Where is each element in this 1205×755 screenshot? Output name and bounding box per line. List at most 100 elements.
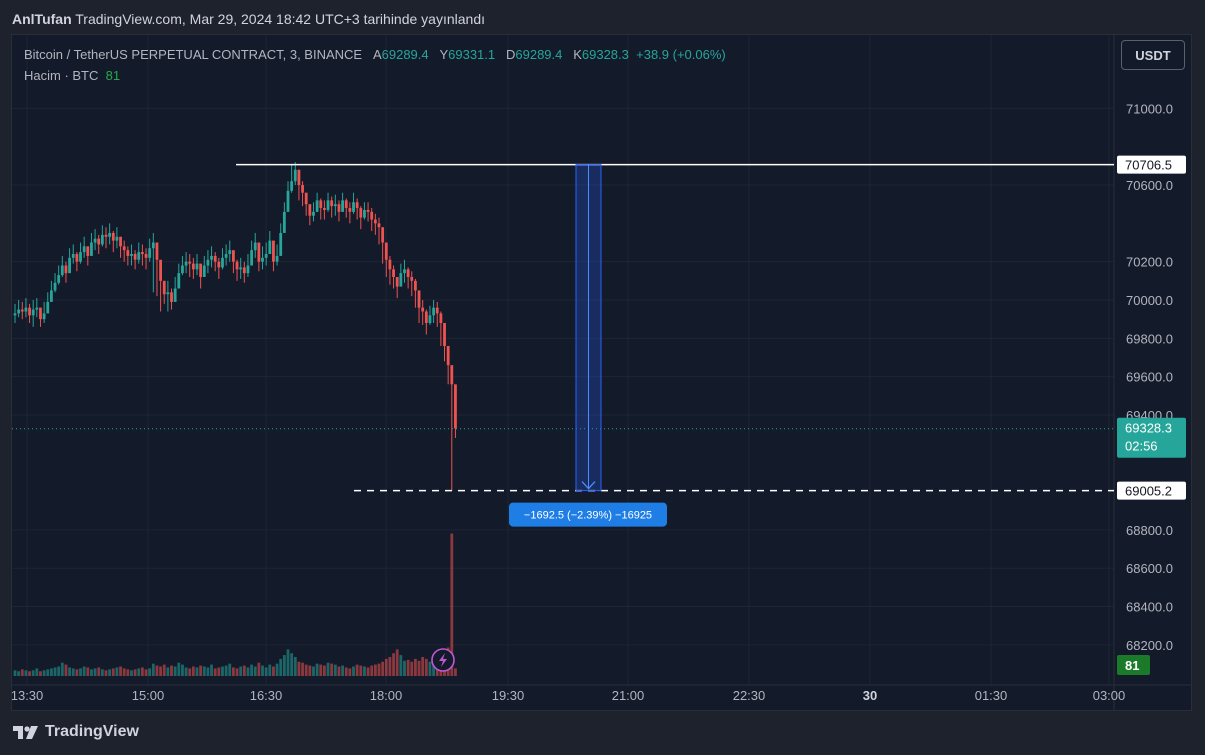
brand-footer[interactable]: TradingView: [13, 723, 139, 741]
candle-body[interactable]: [290, 181, 294, 191]
candle-body[interactable]: [155, 242, 159, 260]
candle-body[interactable]: [421, 307, 425, 312]
candle-body[interactable]: [126, 250, 130, 256]
candle-body[interactable]: [286, 190, 290, 212]
candle-body[interactable]: [42, 313, 46, 320]
candle-body[interactable]: [268, 240, 272, 255]
candle-body[interactable]: [86, 246, 90, 256]
candle-body[interactable]: [414, 280, 417, 291]
candle-body[interactable]: [144, 254, 148, 258]
candle-body[interactable]: [46, 301, 50, 314]
candle-body[interactable]: [377, 223, 381, 228]
candle-body[interactable]: [82, 246, 86, 253]
candle-body[interactable]: [166, 292, 170, 295]
candle-body[interactable]: [428, 315, 432, 323]
candle-body[interactable]: [53, 282, 57, 291]
candle-body[interactable]: [217, 261, 221, 268]
candle-body[interactable]: [202, 265, 206, 278]
candle-body[interactable]: [28, 307, 31, 316]
candle-body[interactable]: [195, 263, 199, 270]
chart-area[interactable]: −1692.5 (−2.39%) −16925 71000.0 70600.0 70…: [11, 34, 1192, 711]
candle-body[interactable]: [392, 269, 395, 278]
candle-body[interactable]: [257, 242, 261, 262]
candle-body[interactable]: [71, 254, 75, 258]
candle-body[interactable]: [213, 255, 217, 262]
candle-body[interactable]: [435, 307, 439, 314]
candle-body[interactable]: [57, 275, 61, 283]
candle-body[interactable]: [100, 234, 104, 245]
candle-body[interactable]: [406, 269, 410, 278]
candle-body[interactable]: [410, 277, 414, 281]
candle-body[interactable]: [60, 265, 64, 276]
candle-body[interactable]: [170, 292, 173, 302]
candle-body[interactable]: [443, 322, 446, 346]
price-chart[interactable]: −1692.5 (−2.39%) −16925 71000.0 70600.0 70…: [12, 35, 1191, 710]
candle-body[interactable]: [388, 259, 392, 270]
candle-body[interactable]: [228, 250, 232, 255]
candle-body[interactable]: [199, 263, 203, 278]
candle-body[interactable]: [39, 307, 42, 320]
candle-body[interactable]: [323, 208, 326, 210]
candle-body[interactable]: [352, 202, 355, 212]
candle-body[interactable]: [308, 204, 312, 216]
candle-body[interactable]: [184, 261, 188, 266]
candle-body[interactable]: [111, 232, 115, 241]
candle-body[interactable]: [191, 263, 195, 270]
candle-body[interactable]: [35, 307, 39, 310]
candle-body[interactable]: [319, 200, 323, 209]
candle-body[interactable]: [297, 169, 301, 186]
candle-body[interactable]: [206, 259, 210, 266]
candle-body[interactable]: [301, 185, 304, 193]
candle-body[interactable]: [122, 246, 126, 251]
candle-body[interactable]: [439, 313, 443, 323]
candle-body[interactable]: [293, 169, 297, 182]
candle-body[interactable]: [50, 290, 53, 302]
candle-body[interactable]: [275, 255, 279, 262]
candle-body[interactable]: [454, 384, 457, 429]
candle-body[interactable]: [188, 261, 192, 264]
candle-body[interactable]: [272, 240, 275, 262]
candle-body[interactable]: [104, 234, 108, 237]
candle-body[interactable]: [373, 219, 377, 224]
candle-body[interactable]: [279, 232, 283, 256]
candle-body[interactable]: [115, 236, 119, 241]
candle-body[interactable]: [235, 261, 239, 270]
candle-body[interactable]: [432, 307, 435, 316]
candle-body[interactable]: [148, 248, 152, 258]
candle-body[interactable]: [330, 200, 334, 207]
candle-body[interactable]: [97, 238, 101, 245]
candle-body[interactable]: [312, 211, 315, 216]
candle-body[interactable]: [282, 211, 286, 233]
candle-body[interactable]: [348, 208, 352, 212]
candle-body[interactable]: [253, 242, 257, 251]
candle-body[interactable]: [446, 345, 450, 366]
candle-body[interactable]: [315, 200, 319, 212]
candle-body[interactable]: [137, 252, 141, 260]
candle-body[interactable]: [363, 209, 366, 218]
candle-body[interactable]: [450, 365, 454, 385]
candle-body[interactable]: [250, 250, 253, 266]
candle-body[interactable]: [221, 257, 224, 268]
candle-body[interactable]: [173, 288, 177, 302]
candle-body[interactable]: [162, 280, 166, 295]
candle-body[interactable]: [177, 273, 181, 289]
candle-body[interactable]: [264, 254, 268, 258]
candle-body[interactable]: [119, 236, 122, 247]
candle-body[interactable]: [31, 309, 35, 316]
candle-body[interactable]: [133, 254, 137, 260]
candle-body[interactable]: [181, 265, 184, 274]
candle-body[interactable]: [239, 267, 243, 270]
candle-body[interactable]: [224, 254, 228, 258]
candle-body[interactable]: [337, 204, 341, 212]
candle-body[interactable]: [246, 265, 250, 274]
candle-body[interactable]: [210, 255, 213, 260]
candle-body[interactable]: [417, 290, 421, 308]
candle-body[interactable]: [141, 252, 144, 255]
candle-body[interactable]: [381, 227, 385, 243]
candle-body[interactable]: [344, 200, 348, 209]
currency-button[interactable]: USDT: [1121, 40, 1185, 70]
candle-body[interactable]: [424, 311, 428, 323]
candle-body[interactable]: [64, 265, 68, 274]
candle-body[interactable]: [304, 192, 308, 205]
candle-body[interactable]: [75, 254, 79, 262]
